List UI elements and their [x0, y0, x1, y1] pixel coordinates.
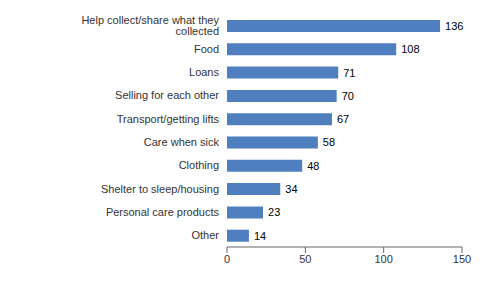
svg-text:58: 58	[323, 136, 335, 148]
svg-text:Shelter to sleep/housing: Shelter to sleep/housing	[101, 183, 219, 195]
svg-text:70: 70	[342, 90, 354, 102]
svg-text:34: 34	[285, 183, 297, 195]
svg-text:108: 108	[401, 43, 419, 55]
svg-text:136: 136	[445, 20, 463, 32]
svg-text:14: 14	[254, 230, 266, 242]
svg-text:Food: Food	[194, 43, 219, 55]
svg-text:50: 50	[299, 253, 311, 265]
svg-text:Care when sick: Care when sick	[144, 136, 220, 148]
svg-text:Transport/getting lifts: Transport/getting lifts	[117, 113, 220, 125]
svg-text:Clothing: Clothing	[179, 159, 219, 171]
svg-text:48: 48	[307, 160, 319, 172]
svg-text:0: 0	[224, 253, 230, 265]
svg-text:71: 71	[343, 67, 355, 79]
svg-text:Selling for each other: Selling for each other	[115, 89, 219, 101]
svg-text:23: 23	[268, 206, 280, 218]
svg-text:150: 150	[453, 253, 471, 265]
svg-text:Help collect/share what theyco: Help collect/share what theycollected	[81, 14, 219, 37]
svg-text:Loans: Loans	[189, 66, 219, 78]
svg-text:Personal care products: Personal care products	[106, 206, 220, 218]
svg-text:100: 100	[374, 253, 392, 265]
svg-text:Other: Other	[191, 229, 219, 241]
svg-text:67: 67	[337, 113, 349, 125]
